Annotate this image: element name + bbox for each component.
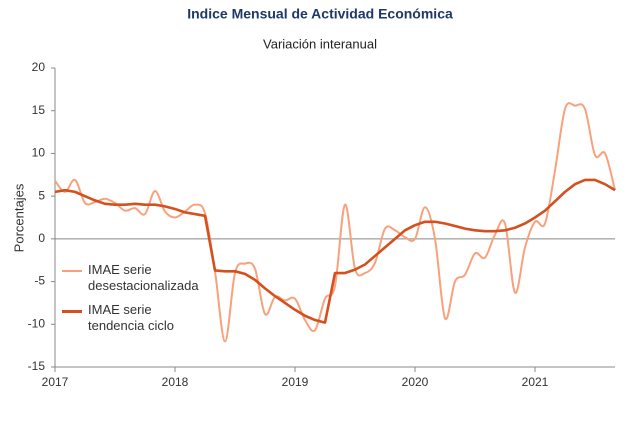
y-tick-label: -15	[28, 359, 46, 373]
legend-item: IMAE serie desestacionalizada	[62, 262, 210, 294]
y-axis-label: Porcentajes	[11, 183, 26, 252]
x-tick-label: 2021	[522, 375, 549, 389]
legend-swatch	[62, 310, 82, 313]
y-tick-label: -5	[34, 274, 45, 288]
chart-subtitle: Variación interanual	[263, 36, 377, 51]
x-tick-label: 2020	[402, 375, 429, 389]
y-tick-label: 0	[38, 231, 45, 245]
series-line	[54, 178, 616, 324]
y-tick-label: 10	[32, 146, 46, 160]
x-tick-label: 2019	[282, 375, 309, 389]
y-tick-label: 15	[32, 103, 46, 117]
x-tick-label: 2018	[162, 375, 189, 389]
legend-swatch	[62, 270, 82, 272]
legend-label: IMAE serie desestacionalizada	[88, 262, 199, 293]
legend-item: IMAE serie tendencia ciclo	[62, 302, 210, 334]
y-tick-label: 20	[32, 60, 46, 74]
legend-label: IMAE serie tendencia ciclo	[88, 302, 174, 333]
y-tick-label: 5	[38, 188, 45, 202]
chart-title: Indice Mensual de Actividad Económica	[187, 6, 453, 22]
x-tick-label: 2017	[42, 375, 69, 389]
y-tick-label: -10	[28, 316, 46, 330]
